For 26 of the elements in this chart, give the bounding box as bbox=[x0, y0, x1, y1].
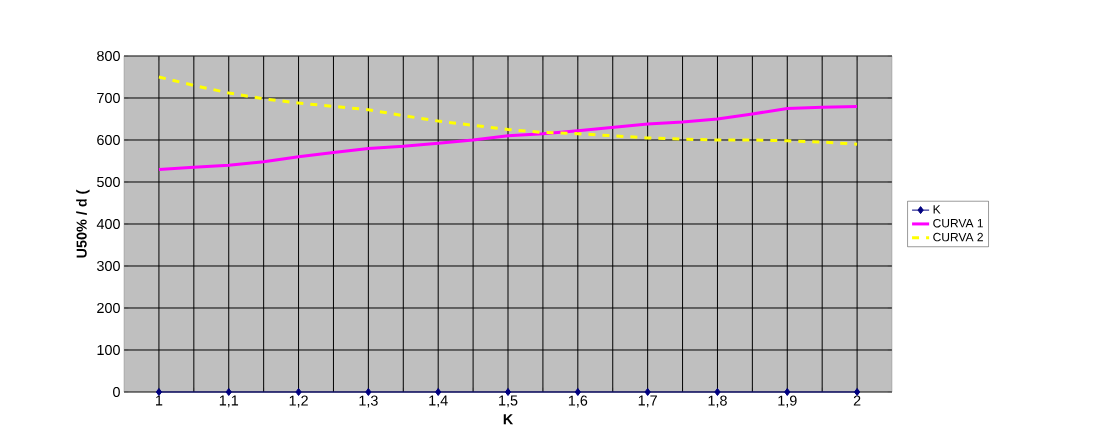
x-tick-label: 1,3 bbox=[359, 395, 378, 408]
x-tick-label: 1,8 bbox=[708, 395, 727, 408]
x-tick-label: 2 bbox=[853, 395, 861, 406]
y-tick-label: 700 bbox=[97, 92, 120, 104]
x-tick-label: 1,1 bbox=[219, 395, 239, 408]
x-tick-label: 1,5 bbox=[499, 395, 518, 408]
x-tick-label: 1 bbox=[156, 395, 163, 406]
y-axis-title: U50% / d ( bbox=[76, 189, 90, 258]
y-tick-label: 100 bbox=[97, 344, 120, 356]
y-tick-label: 800 bbox=[97, 50, 120, 62]
legend-label: CURVA 2 bbox=[933, 232, 983, 242]
x-tick-label: 1,9 bbox=[778, 395, 797, 408]
x-axis-title: K bbox=[503, 414, 514, 425]
legend-label: K bbox=[933, 205, 941, 214]
y-tick-label: 300 bbox=[97, 260, 120, 272]
y-tick-label: 600 bbox=[97, 134, 120, 146]
y-tick-label: 0 bbox=[113, 386, 120, 398]
x-tick-label: 1,2 bbox=[289, 395, 308, 408]
x-tick-label: 1,7 bbox=[638, 395, 657, 408]
y-tick-label: 400 bbox=[96, 218, 120, 230]
line-series bbox=[157, 75, 859, 146]
y-tick-label: 200 bbox=[97, 302, 120, 314]
legend-label: CURVA 1 bbox=[933, 218, 983, 228]
x-tick-label: 1,4 bbox=[429, 395, 448, 408]
y-tick-label: 500 bbox=[97, 176, 120, 188]
x-tick-label: 1,6 bbox=[568, 395, 588, 408]
